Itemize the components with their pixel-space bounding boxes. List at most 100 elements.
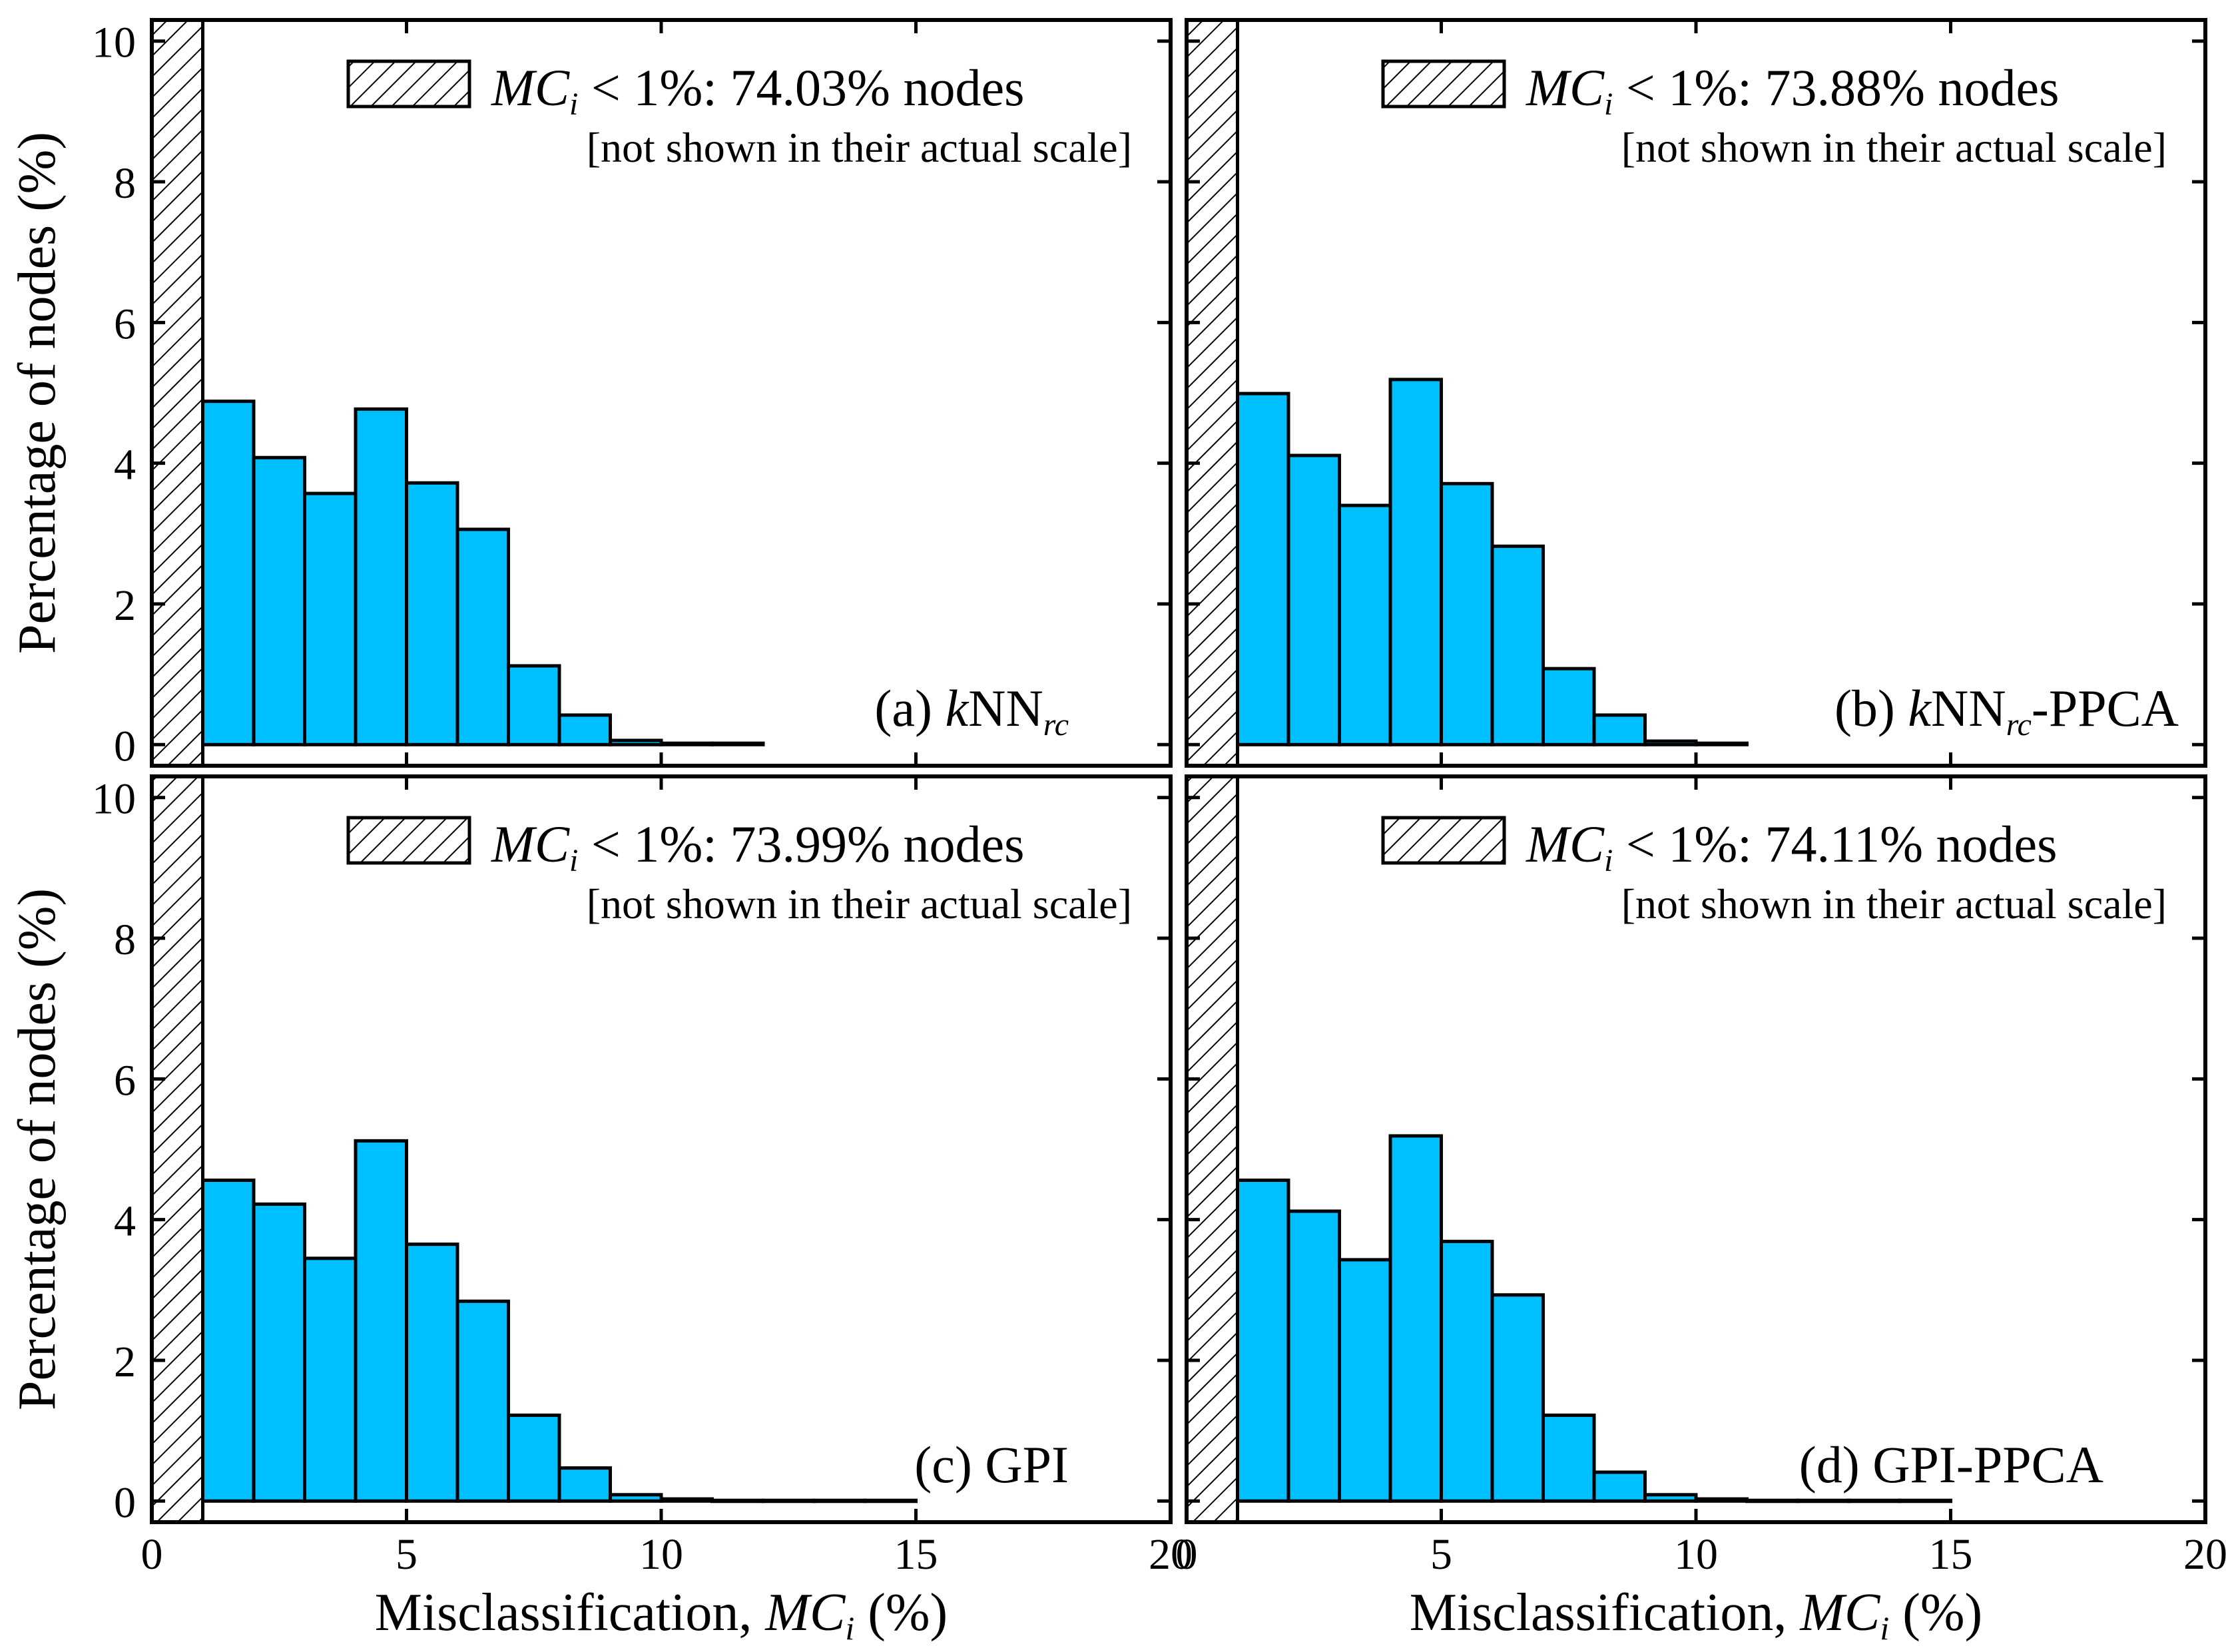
ytick-label: 2 — [114, 1338, 136, 1386]
hatched-bar-below-1pct — [1185, 774, 1239, 1524]
bar-bin-7-8 — [1541, 667, 1596, 746]
legend-swatch — [1381, 816, 1506, 865]
ytick-label: 6 — [114, 1056, 136, 1105]
bar-bin-10-11 — [1694, 741, 1749, 746]
xtick-label: 10 — [639, 1530, 683, 1579]
bar-bin-2-3 — [1286, 453, 1341, 746]
ytick-label: 0 — [114, 1478, 136, 1527]
legend-note: [not shown in their actual scale] — [587, 880, 1132, 928]
bar-bin-2-3 — [252, 455, 306, 746]
bar-bin-5-6 — [1440, 481, 1494, 746]
y-axis-label: Percentage of nodes (%) — [8, 888, 67, 1410]
hatched-bar-below-1pct — [150, 18, 204, 768]
bar-bin-8-9 — [1592, 713, 1647, 746]
legend-label: MCi < 1%: 74.03% nodes — [491, 59, 1024, 122]
bar-bin-13-14 — [1847, 1498, 1902, 1504]
ytick-label: 8 — [114, 159, 136, 208]
bar-bin-1-2 — [201, 400, 256, 746]
xtick-label: 15 — [894, 1530, 938, 1579]
bar-bin-3-4 — [1338, 503, 1392, 746]
ytick-label: 4 — [114, 441, 136, 489]
hatched-bar-below-1pct — [1185, 18, 1239, 768]
xtick-label: 5 — [1430, 1530, 1452, 1579]
bar-bin-4-5 — [354, 407, 408, 746]
bar-bin-7-8 — [1541, 1413, 1596, 1503]
xtick-label: 0 — [1176, 1530, 1198, 1579]
panel-d: 0 5 10 15 20 MCi < 1%: 74.11% nodes[not shown… — [1176, 774, 2226, 1579]
bar-bin-8-9 — [557, 713, 612, 746]
bar-bin-1-2 — [201, 1178, 256, 1503]
bar-bin-11-12 — [710, 1498, 765, 1504]
bar-bin-2-3 — [1286, 1209, 1341, 1503]
panel-c: 0 2 4 6 8 10 0 5 10 15 20 MCi < 1%: 73.99% nodes[no… — [92, 774, 1193, 1579]
legend-note: [not shown in their actual scale] — [587, 124, 1132, 171]
xtick-label: 5 — [396, 1530, 417, 1579]
bar-bin-6-7 — [1490, 544, 1545, 746]
ytick-label: 0 — [114, 722, 136, 770]
bar-bin-10-11 — [1694, 1497, 1749, 1503]
legend-swatch — [1381, 59, 1506, 109]
bar-bin-3-4 — [303, 491, 358, 746]
bar-bin-13-14 — [812, 1498, 867, 1504]
ytick-label: 10 — [92, 775, 136, 824]
bar-bin-5-6 — [1440, 1239, 1494, 1503]
panel-a: 0 2 4 6 8 10 MCi < 1%: 74.03% nodes[not shown … — [92, 18, 1173, 770]
bar-bin-7-8 — [507, 664, 561, 746]
panel-label: (a) kNNrc — [874, 679, 1069, 742]
bar-bin-14-15 — [1898, 1498, 1952, 1504]
bar-bin-1-2 — [1236, 1178, 1290, 1503]
legend-label: MCi < 1%: 74.11% nodes — [1526, 815, 2058, 878]
bar-bin-10-11 — [659, 1497, 714, 1503]
xtick-label: 0 — [141, 1530, 163, 1579]
bar-bin-3-4 — [1338, 1258, 1392, 1503]
x-axis-label: Misclassification, MCi (%) — [1410, 1583, 1982, 1647]
bar-bin-4-5 — [1388, 1134, 1443, 1503]
bar-bin-12-13 — [761, 1498, 816, 1504]
ytick-label: 2 — [114, 581, 136, 630]
bar-bin-9-10 — [1643, 739, 1698, 746]
bar-bin-6-7 — [1490, 1293, 1545, 1503]
ytick-label: 4 — [114, 1197, 136, 1246]
bar-bin-6-7 — [455, 527, 510, 746]
panel-label: (b) kNNrc-PPCA — [1834, 679, 2179, 742]
ytick-label: 8 — [114, 916, 136, 964]
hatched-bar-below-1pct — [150, 774, 204, 1524]
xtick-label: 20 — [2183, 1530, 2226, 1579]
bar-bin-2-3 — [252, 1202, 306, 1503]
legend-note: [not shown in their actual scale] — [1621, 880, 2167, 928]
bar-bin-5-6 — [405, 1242, 459, 1503]
x-axis-label: Misclassification, MCi (%) — [375, 1583, 948, 1647]
legend-label: MCi < 1%: 73.88% nodes — [1526, 59, 2059, 122]
bar-bin-6-7 — [455, 1299, 510, 1503]
ytick-label: 10 — [92, 19, 136, 67]
bar-bin-11-12 — [1745, 1498, 1800, 1504]
bar-bin-9-10 — [609, 1493, 663, 1503]
bar-bin-1-2 — [1236, 392, 1290, 746]
y-axis-label: Percentage of nodes (%) — [8, 132, 67, 654]
bar-bin-7-8 — [507, 1413, 561, 1503]
panel-label: (d) GPI-PPCA — [1799, 1436, 2103, 1494]
bar-bin-4-5 — [1388, 378, 1443, 746]
bar-bin-8-9 — [1592, 1470, 1647, 1503]
panel-label: (c) GPI — [914, 1436, 1069, 1494]
legend-label: MCi < 1%: 73.99% nodes — [491, 815, 1024, 878]
bar-bin-9-10 — [609, 738, 663, 746]
xtick-label: 15 — [1929, 1530, 1973, 1579]
bar-bin-5-6 — [405, 481, 459, 746]
panel-b: MCi < 1%: 73.88% nodes[not shown in thei… — [1185, 18, 2207, 768]
xtick-label: 20 — [1149, 1530, 1193, 1579]
bar-bin-12-13 — [1796, 1498, 1850, 1504]
bar-bin-9-10 — [1643, 1493, 1698, 1503]
bar-bin-11-12 — [710, 741, 765, 746]
bar-bin-14-15 — [863, 1498, 918, 1504]
ytick-label: 6 — [114, 300, 136, 348]
bar-bin-8-9 — [557, 1466, 612, 1503]
legend-note: [not shown in their actual scale] — [1621, 124, 2167, 171]
bar-bin-10-11 — [659, 741, 714, 746]
legend-swatch — [346, 59, 471, 109]
bar-bin-3-4 — [303, 1256, 358, 1503]
bar-bin-4-5 — [354, 1139, 408, 1503]
legend-swatch — [346, 816, 471, 865]
xtick-label: 10 — [1674, 1530, 1718, 1579]
